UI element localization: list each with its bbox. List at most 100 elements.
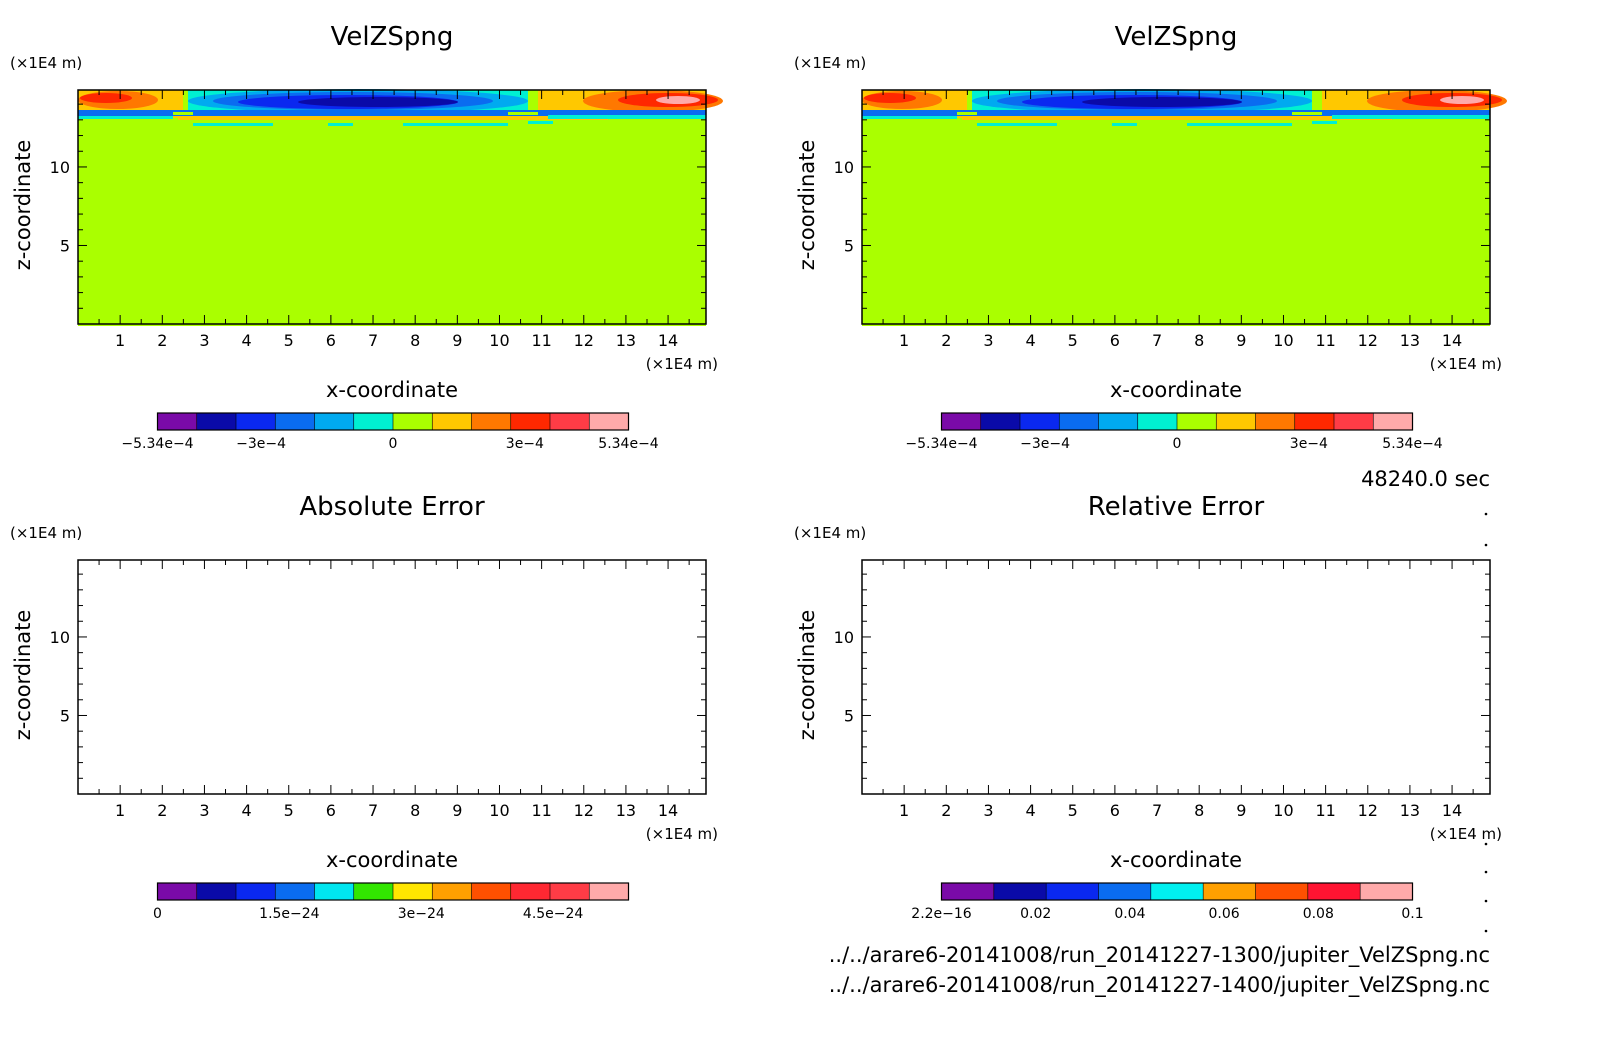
plot-frame	[861, 89, 1491, 325]
colorbar-segment	[1059, 413, 1100, 430]
x-tick-label: 12	[1358, 801, 1378, 820]
x-tick-label: 10	[1273, 331, 1293, 350]
y-tick-label: 10	[50, 628, 70, 647]
plot-frame	[77, 89, 707, 325]
colorbar-label: −3e−4	[1020, 436, 1070, 452]
colorbar-segment	[1360, 883, 1414, 900]
x-tick-label: 5	[1068, 801, 1078, 820]
colorbar-segment	[510, 413, 551, 430]
colorbar-label: −5.34e−4	[121, 436, 193, 452]
x-tick-label: 13	[1400, 331, 1420, 350]
colorbar-segment	[941, 413, 982, 430]
time-label: 48240.0 sec	[1361, 467, 1490, 491]
colorbar: −5.34e−4 −3e−4 0 3e−4 5.34e−4	[121, 412, 659, 452]
x-tick-label: 11	[531, 801, 551, 820]
x-tick-label: 7	[1152, 331, 1162, 350]
x-tick-label: 8	[410, 331, 420, 350]
colorbar-segment	[275, 883, 316, 900]
y-axis-title: z-coordinate	[11, 140, 35, 271]
x-tick-label: 8	[410, 801, 420, 820]
colorbar-segment	[510, 883, 551, 900]
colorbar-segment	[1046, 883, 1100, 900]
colorbar-segment	[471, 413, 512, 430]
x-tick-label: 4	[241, 801, 251, 820]
x-tick-label: 14	[1442, 801, 1462, 820]
x-tick-label: 11	[1315, 331, 1335, 350]
x-tick-label: 1	[899, 331, 909, 350]
x-tick-label: 12	[1358, 331, 1378, 350]
colorbar-segment	[941, 883, 995, 900]
colorbar-segment	[1150, 883, 1204, 900]
x-tick-label: 9	[1236, 331, 1246, 350]
colorbar-segment	[236, 413, 276, 430]
x-tick-label: 6	[1110, 801, 1120, 820]
colorbar-segment	[353, 413, 394, 430]
colorbar-label: 0.1	[1401, 906, 1423, 922]
x-tick-label: 12	[574, 331, 594, 350]
x-tick-label: 1	[115, 331, 125, 350]
colorbar-label: 0	[153, 906, 162, 922]
colorbar-segment	[980, 413, 1021, 430]
y-tick-label: 10	[50, 158, 70, 177]
colorbar-segment	[471, 883, 512, 900]
colorbar-label: 1.5e−24	[259, 906, 320, 922]
colorbar-segment	[196, 413, 237, 430]
x-tick-label: 3	[199, 331, 209, 350]
x-tick-label: 8	[1194, 331, 1204, 350]
x-tick-label: 10	[489, 331, 509, 350]
colorbar-label: 0	[389, 436, 398, 452]
source-file-2: ../../arare6-20141008/run_20141227-1400/…	[829, 973, 1490, 998]
colorbar-segment	[589, 413, 630, 430]
colorbar-segment	[393, 413, 433, 430]
x-tick-label: 8	[1194, 801, 1204, 820]
colorbar-segment	[550, 413, 590, 430]
x-tick-label: 10	[1273, 801, 1293, 820]
x-tick-label: 5	[284, 331, 294, 350]
colorbar-label: 0.02	[1020, 906, 1051, 922]
colorbar-segment	[1216, 413, 1257, 430]
x-tick-label: 7	[368, 801, 378, 820]
colorbar-label: 5.34e−4	[1382, 436, 1443, 452]
y-unit-label: (×1E4 m)	[10, 54, 82, 72]
panel-title: VelZSpng	[331, 22, 454, 52]
x-tick-label: 11	[1315, 801, 1335, 820]
x-tick-label: 14	[658, 331, 678, 350]
colorbar-segment	[1177, 413, 1217, 430]
colorbar-label: −3e−4	[236, 436, 286, 452]
panel-1: VelZSpng(×1E4 m)1 2 3 4 5 6 7 8 9 10 11 12 13 14510(×…	[10, 22, 723, 452]
panel-3: Absolute Error(×1E4 m)1 2 3 4 5 6 7 8 9 10 11 12 13 1…	[10, 492, 718, 922]
colorbar-segment	[1137, 413, 1178, 430]
stray-dots	[1484, 512, 1488, 933]
x-axis-title: x-coordinate	[326, 378, 458, 402]
x-tick-label: 3	[199, 801, 209, 820]
x-tick-label: 13	[616, 801, 636, 820]
x-unit-label: (×1E4 m)	[1430, 825, 1502, 843]
x-unit-label: (×1E4 m)	[646, 355, 718, 373]
y-unit-label: (×1E4 m)	[794, 54, 866, 72]
colorbar-label: −5.34e−4	[905, 436, 977, 452]
x-tick-label: 2	[157, 801, 167, 820]
colorbar-segment	[157, 413, 198, 430]
plot-frame	[77, 559, 707, 795]
x-tick-label: 2	[941, 331, 951, 350]
colorbar-segment	[993, 883, 1047, 900]
y-tick-label: 10	[834, 628, 854, 647]
colorbar-segment	[275, 413, 316, 430]
colorbar-segment	[432, 413, 473, 430]
colorbar-segment	[393, 883, 433, 900]
x-tick-label: 6	[1110, 331, 1120, 350]
x-tick-label: 6	[326, 331, 336, 350]
x-tick-label: 3	[983, 331, 993, 350]
colorbar-segment	[1255, 883, 1309, 900]
colorbar-segment	[1334, 413, 1374, 430]
colorbar-label: 3e−24	[398, 906, 445, 922]
x-tick-label: 7	[1152, 801, 1162, 820]
x-tick-label: 5	[1068, 331, 1078, 350]
empty-field	[78, 560, 706, 794]
panel-title: Absolute Error	[299, 492, 485, 522]
y-axis-title: z-coordinate	[11, 610, 35, 741]
colorbar-label: 2.2e−16	[911, 906, 972, 922]
x-unit-label: (×1E4 m)	[1430, 355, 1502, 373]
y-tick-label: 5	[844, 706, 854, 725]
